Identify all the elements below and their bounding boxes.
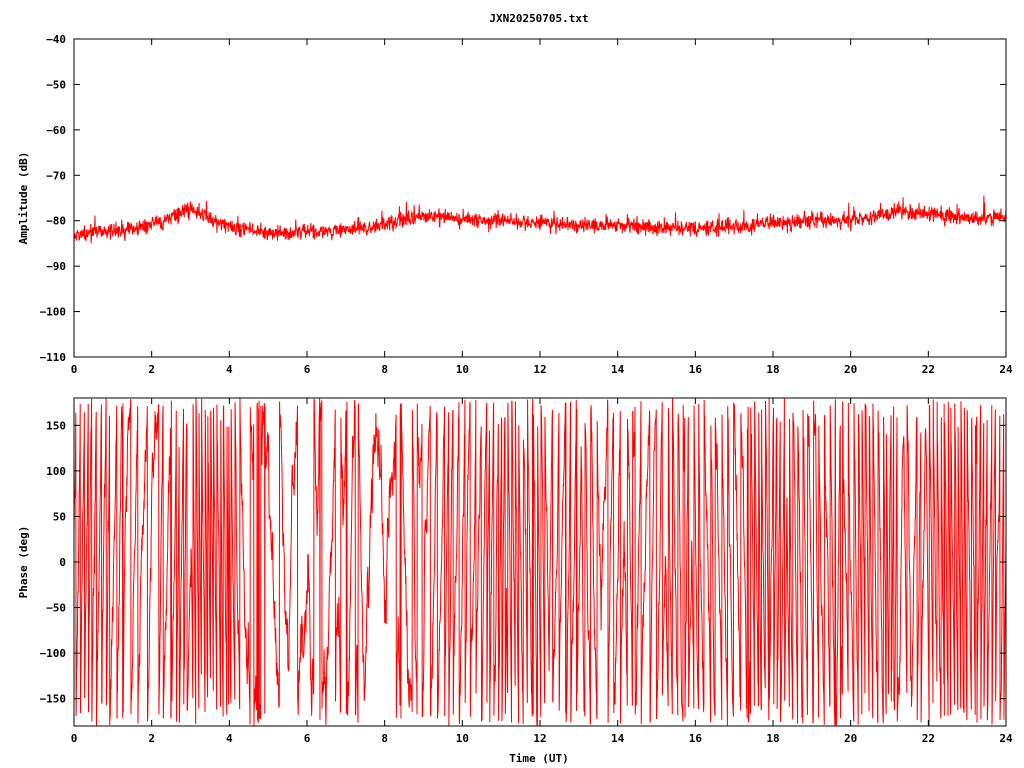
- y-tick-label: −100: [40, 306, 67, 319]
- amplitude-series-line: [73, 195, 1007, 244]
- phase-x-axis-label: Time (UT): [509, 752, 569, 765]
- x-tick-label: 4: [226, 363, 233, 376]
- x-tick-label: 2: [148, 732, 155, 745]
- amplitude-plot-frame: [73, 38, 1007, 358]
- x-tick-label: 4: [226, 732, 233, 745]
- x-tick-label: 10: [456, 363, 469, 376]
- y-tick-label: 50: [53, 510, 66, 523]
- x-tick-label: 12: [533, 363, 546, 376]
- y-tick-label: 0: [59, 556, 66, 569]
- y-tick-label: −50: [46, 602, 66, 615]
- x-tick-label: 22: [922, 363, 935, 376]
- x-tick-label: 2: [148, 363, 155, 376]
- phase-y-axis-label: Phase (deg): [17, 526, 30, 599]
- x-tick-label: 24: [999, 363, 1013, 376]
- x-tick-label: 18: [766, 363, 779, 376]
- y-tick-label: −60: [46, 124, 66, 137]
- y-tick-label: −90: [46, 260, 66, 273]
- x-tick-label: 20: [844, 363, 857, 376]
- x-tick-label: 6: [304, 732, 311, 745]
- amplitude-y-axis-label: Amplitude (dB): [17, 152, 30, 245]
- phase-panel: 0 2 4 6 8 10 12 14 16 18 20 22 24−150−100−5005010015…: [17, 397, 1013, 765]
- x-tick-label: 0: [71, 363, 78, 376]
- chart-title: JXN20250705.txt: [489, 12, 588, 25]
- x-tick-label: 16: [689, 732, 703, 745]
- y-tick-label: −100: [40, 647, 67, 660]
- x-tick-label: 20: [844, 732, 857, 745]
- x-tick-label: 16: [689, 363, 703, 376]
- y-tick-label: −70: [46, 169, 66, 182]
- y-tick-label: −50: [46, 78, 66, 91]
- y-tick-label: −150: [40, 693, 67, 706]
- amplitude-axes: 0 2 4 6 8 10 12 14 16 18 20 22 24−110−100−90−80−70−6…: [40, 33, 1013, 376]
- y-tick-label: −110: [40, 351, 67, 364]
- x-tick-label: 22: [922, 732, 935, 745]
- x-tick-label: 24: [999, 732, 1013, 745]
- x-tick-label: 14: [611, 363, 625, 376]
- x-tick-label: 12: [533, 732, 546, 745]
- phase-series-line: [73, 398, 1007, 726]
- y-tick-label: −80: [46, 215, 66, 228]
- y-tick-label: 150: [46, 419, 66, 432]
- x-tick-label: 14: [611, 732, 625, 745]
- x-tick-label: 8: [381, 732, 388, 745]
- y-tick-label: 100: [46, 465, 66, 478]
- x-tick-label: 18: [766, 732, 779, 745]
- x-tick-label: 8: [381, 363, 388, 376]
- amplitude-panel: 0 2 4 6 8 10 12 14 16 18 20 22 24−110−100−90−80−70−6…: [17, 33, 1013, 376]
- phase-axes: 0 2 4 6 8 10 12 14 16 18 20 22 24−150−100−5005010015…: [40, 398, 1013, 745]
- x-tick-label: 10: [456, 732, 469, 745]
- y-tick-label: −40: [46, 33, 66, 46]
- x-tick-label: 0: [71, 732, 78, 745]
- x-tick-label: 6: [304, 363, 311, 376]
